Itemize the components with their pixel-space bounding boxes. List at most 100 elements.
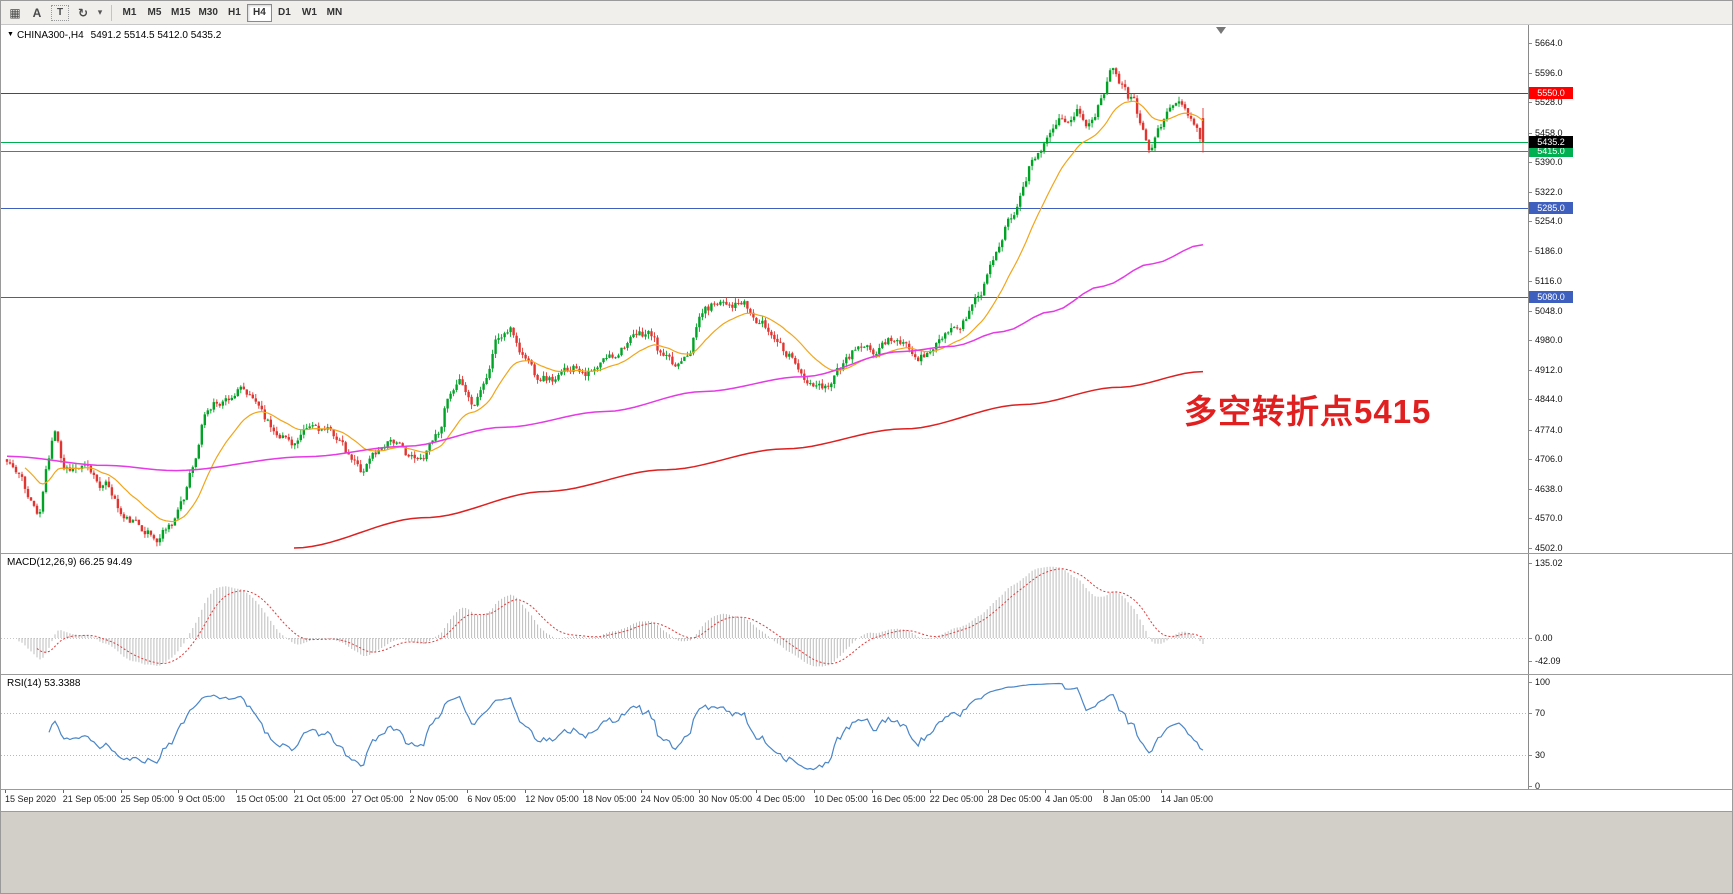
symbol-quote-line: ▼ CHINA300-,H4 5491.2 5514.5 5412.0 5435.2 bbox=[7, 30, 221, 41]
time-axis-tick bbox=[5, 790, 6, 793]
macd-indicator-panel[interactable] bbox=[1, 554, 1528, 673]
price-tag-5285.0: 5285.0 bbox=[1529, 201, 1573, 214]
timeframe-button-d1[interactable]: D1 bbox=[278, 7, 291, 18]
time-axis-label: 14 Jan 05:00 bbox=[1161, 794, 1214, 804]
time-axis-tick bbox=[872, 790, 873, 793]
time-axis-label: 15 Sep 2020 bbox=[5, 794, 57, 804]
time-axis-label: 10 Dec 05:00 bbox=[814, 794, 868, 804]
timeframe-button-w1[interactable]: W1 bbox=[301, 7, 317, 18]
time-axis-tick bbox=[756, 790, 758, 793]
macd-axis-label: -42.09 bbox=[1535, 656, 1561, 667]
symbol-label: CHINA300-,H4 bbox=[16, 30, 84, 41]
timeframe-button-m15[interactable]: M15 bbox=[171, 7, 191, 18]
time-axis-label: 12 Nov 05:00 bbox=[525, 794, 579, 804]
macd-signal-line bbox=[36, 568, 1204, 665]
price-tag-5550.0: 5550.0 bbox=[1529, 86, 1573, 99]
time-axis-tick bbox=[698, 790, 700, 793]
text-tool-icon[interactable]: T bbox=[51, 4, 69, 21]
time-axis-label: 18 Nov 05:00 bbox=[583, 794, 637, 804]
price-axis-label: 4638.0 bbox=[1535, 483, 1563, 494]
price-axis-label: 5390.0 bbox=[1535, 157, 1563, 168]
time-axis-tick bbox=[1161, 790, 1162, 793]
panel-separator-timeaxis[interactable] bbox=[1, 789, 1732, 790]
time-axis-label: 22 Dec 05:00 bbox=[929, 794, 984, 804]
price-axis-label: 5322.0 bbox=[1535, 186, 1563, 197]
time-axis-tick bbox=[351, 790, 353, 793]
dropdown-caret-icon[interactable]: ▾ bbox=[97, 7, 103, 17]
price-axis-label: 4570.0 bbox=[1535, 513, 1563, 524]
timeframe-button-mn[interactable]: MN bbox=[326, 7, 343, 18]
time-axis-tick bbox=[640, 790, 642, 793]
ma-fast-line bbox=[24, 100, 1204, 523]
time-axis-label: 4 Dec 05:00 bbox=[756, 794, 805, 804]
toolbar-divider bbox=[111, 4, 112, 21]
timeframe-button-h1[interactable]: H1 bbox=[228, 7, 241, 18]
ma-slow-line bbox=[293, 370, 1204, 549]
price-axis-tick bbox=[1528, 43, 1532, 44]
price-axis-label: 4706.0 bbox=[1535, 454, 1563, 465]
time-axis-label: 4 Jan 05:00 bbox=[1045, 794, 1093, 804]
chart-grid-icon[interactable]: ▦ bbox=[9, 5, 21, 20]
price-axis-tick bbox=[1528, 102, 1532, 104]
timeframe-button-m1[interactable]: M1 bbox=[122, 7, 137, 18]
time-axis-label: 27 Oct 05:00 bbox=[351, 794, 404, 804]
time-axis-label: 2 Nov 05:00 bbox=[409, 794, 459, 804]
time-axis-label: 9 Oct 05:00 bbox=[178, 794, 225, 804]
cursor-tool-icon[interactable]: A bbox=[32, 5, 42, 20]
price-axis-label: 4912.0 bbox=[1535, 364, 1563, 375]
time-axis-tick bbox=[467, 790, 469, 793]
price-axis-label: 5458.0 bbox=[1535, 127, 1563, 138]
price-axis-tick bbox=[1528, 399, 1532, 401]
price-axis-label: 5664.0 bbox=[1535, 38, 1563, 48]
chart-shift-marker[interactable] bbox=[1216, 27, 1226, 34]
price-axis-label: 4844.0 bbox=[1535, 394, 1563, 405]
rsi-axis-label: 100 bbox=[1535, 677, 1551, 687]
time-axis-label: 15 Oct 05:00 bbox=[236, 794, 288, 804]
time-axis-tick bbox=[236, 790, 238, 793]
time-axis-label: 6 Nov 05:00 bbox=[467, 794, 516, 804]
price-axis-tick bbox=[1528, 72, 1532, 74]
rsi-indicator-panel[interactable] bbox=[1, 675, 1528, 789]
refresh-cycle-icon[interactable]: ↻ bbox=[77, 5, 89, 20]
time-axis-tick bbox=[120, 790, 122, 793]
macd-axis-tick bbox=[1528, 563, 1532, 564]
candle-wicks-up bbox=[39, 67, 1180, 546]
time-axis-tick bbox=[1103, 790, 1105, 793]
price-axis-tick bbox=[1528, 132, 1532, 134]
macd-label: MACD(12,26,9) 66.25 94.49 bbox=[7, 557, 133, 568]
panel-separator-macd[interactable] bbox=[1, 553, 1732, 554]
rsi-axis-label: 0 bbox=[1535, 781, 1541, 791]
time-axis-label: 28 Dec 05:00 bbox=[987, 794, 1042, 804]
price-tag-5080.0: 5080.0 bbox=[1529, 290, 1573, 303]
price-axis-tick bbox=[1528, 340, 1532, 342]
timeframe-button-m30[interactable]: M30 bbox=[198, 7, 218, 18]
timeframe-button-m5[interactable]: M5 bbox=[147, 7, 162, 18]
time-axis-label: 25 Sep 05:00 bbox=[120, 794, 175, 804]
timeframe-button-group: M1 M5 M15 M30 H1 H4 D1 W1 MN bbox=[117, 3, 347, 22]
price-axis-tick bbox=[1528, 221, 1532, 223]
main-chart-panel[interactable] bbox=[1, 25, 1528, 553]
time-axis-tick bbox=[929, 790, 931, 793]
macd-axis-label: 0.00 bbox=[1535, 633, 1553, 643]
candle-bodies-down bbox=[5, 68, 1205, 543]
timeframe-button-h4[interactable]: H4 bbox=[246, 3, 272, 22]
window-background bbox=[1, 811, 1732, 893]
time-axis-tick bbox=[987, 790, 989, 793]
macd-axis-tick bbox=[1528, 638, 1532, 639]
price-axis-tick bbox=[1528, 310, 1532, 312]
chart-annotation-text[interactable]: 多空转折点5415 bbox=[1184, 393, 1432, 430]
symbol-collapse-icon[interactable]: ▼ bbox=[7, 31, 14, 38]
price-axis-tick bbox=[1528, 369, 1532, 371]
panel-separator-rsi[interactable] bbox=[1, 674, 1732, 675]
price-axis-label: 5186.0 bbox=[1535, 245, 1563, 256]
rsi-label: RSI(14) 53.3388 bbox=[7, 678, 81, 689]
rsi-axis-tick bbox=[1528, 713, 1532, 715]
candle-bodies-up bbox=[38, 68, 1181, 543]
price-axis-tick bbox=[1528, 281, 1532, 283]
time-axis-label: 21 Oct 05:00 bbox=[294, 794, 346, 804]
macd-axis-tick bbox=[1528, 661, 1532, 663]
time-axis[interactable] bbox=[1, 790, 1732, 810]
price-axis-label: 5528.0 bbox=[1535, 97, 1563, 108]
time-axis-label: 21 Sep 05:00 bbox=[62, 794, 117, 804]
